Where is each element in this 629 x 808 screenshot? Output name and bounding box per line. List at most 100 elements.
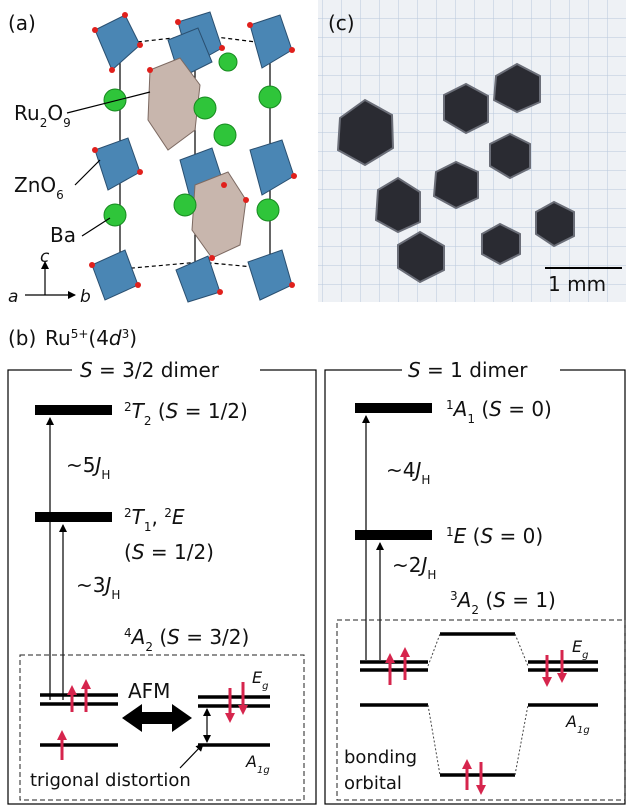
left-box-line xyxy=(180,744,203,768)
crystal-structure-g-circle xyxy=(219,53,237,71)
text-part: = 1/2) xyxy=(178,399,247,423)
text-part: = 1 dimer xyxy=(421,358,529,382)
text-part: E xyxy=(172,505,185,529)
gap-label: ~4JH xyxy=(386,458,430,487)
text-part: A xyxy=(130,625,146,649)
text-part: d xyxy=(109,326,122,350)
text-part: 3 xyxy=(450,589,458,603)
level-label: 1A1 (S = 0) xyxy=(446,397,552,426)
orbital-label: Eg xyxy=(252,668,268,692)
annotation: bonding xyxy=(344,747,417,768)
crystal-structure-g-polygon xyxy=(192,172,246,258)
level-label: 1E (S = 0) xyxy=(446,524,543,548)
panel-label: (c) xyxy=(328,11,355,35)
level-label: 4A2 (S = 3/2) xyxy=(124,625,249,654)
label-ru2o9: Ru2O9 xyxy=(14,101,71,130)
crystal-structure-g-circle xyxy=(92,147,98,153)
crystal-structure-g-circle xyxy=(217,289,223,295)
text-part: ( xyxy=(124,540,132,564)
crystal-structure-g-circle xyxy=(289,47,295,53)
text-part: ~3 xyxy=(76,573,105,597)
text-part: Ru xyxy=(14,101,40,125)
text-part: A xyxy=(565,712,577,731)
crystal-structure-g-circle xyxy=(109,67,115,73)
text-part: S xyxy=(489,397,502,421)
text-part: S xyxy=(80,358,93,382)
crystal-structure-g-circle xyxy=(209,255,215,261)
crystal-structure-g-circle xyxy=(289,282,295,288)
text-part: H xyxy=(101,468,110,482)
text-part: S xyxy=(167,625,180,649)
text-part: A xyxy=(456,588,472,612)
left-box-rect xyxy=(8,370,316,804)
text-part: 1 xyxy=(144,520,152,534)
right-box xyxy=(325,358,625,804)
scale-bar-label: 1 mm xyxy=(548,272,606,296)
crystal-structure-g-line xyxy=(82,218,110,236)
crystal-structure-g-circle xyxy=(174,194,196,216)
crystal-structure-g-line xyxy=(75,160,100,185)
level-label: 2T2 (S = 1/2) xyxy=(124,399,248,428)
orbital-label: A1g xyxy=(245,752,270,776)
gap-label: ~2JH xyxy=(392,553,436,582)
text-part: ( xyxy=(466,524,480,548)
crystal-structure-g-circle xyxy=(257,199,279,221)
label-zno6: ZnO6 xyxy=(14,173,64,202)
crystal-structure-g-circle xyxy=(194,97,216,119)
box-title: S = 3/2 dimer xyxy=(80,358,220,382)
text-part: 3 xyxy=(122,327,130,341)
crystal-structure-g-circle xyxy=(214,124,236,146)
text-part: H xyxy=(427,568,436,582)
crystal-structure-g xyxy=(92,12,294,302)
text-part: 2 xyxy=(124,506,132,520)
text-part: = 0) xyxy=(493,524,543,548)
text-part: 1g xyxy=(257,765,270,776)
crystal-structure-g-polygon xyxy=(95,15,140,70)
text-part: ZnO xyxy=(14,173,56,197)
panel-label: (b) xyxy=(8,326,36,350)
text-part: H xyxy=(111,588,120,602)
text-part: 1 xyxy=(446,525,454,539)
left-box-polygon xyxy=(122,704,192,732)
right-box-line xyxy=(515,705,528,775)
crystal-structure-g-circle xyxy=(92,27,98,33)
afm-label: AFM xyxy=(128,679,170,703)
orbital-label: A1g xyxy=(565,712,590,736)
text-part: S xyxy=(166,399,179,423)
text-part: = 3/2) xyxy=(180,625,249,649)
axis-label: c xyxy=(40,247,50,267)
text-part: S xyxy=(132,540,145,564)
crystal-structure-g-circle xyxy=(104,89,126,111)
photo xyxy=(318,0,626,302)
label-ba: Ba xyxy=(50,223,76,247)
crystal-structure-g-circle xyxy=(89,262,95,268)
right-box-line xyxy=(428,705,440,775)
body: (a) Ru2O9 ZnO6 Ba c a b (c) 1 mm (b) Ru5… xyxy=(0,0,629,808)
axis-label: a xyxy=(8,287,18,307)
text-part: ~4 xyxy=(386,458,415,482)
text-part: = 1) xyxy=(506,588,556,612)
text-part: 4 xyxy=(124,626,132,640)
gap-label: ~3JH xyxy=(76,573,120,602)
text-part: 2 xyxy=(124,400,132,414)
text-part: 2 xyxy=(164,506,172,520)
page: Figure { "panel_a": {"label": "(a)", "ru… xyxy=(0,0,629,808)
text-part: 2 xyxy=(144,414,152,428)
crystal-structure-g-circle xyxy=(137,169,143,175)
text-part: 2 xyxy=(471,603,479,617)
text-part: A xyxy=(452,397,468,421)
text-part: ( xyxy=(475,397,489,421)
text-part: ~5 xyxy=(66,453,95,477)
crystal-structure-g-circle xyxy=(135,282,141,288)
crystal-structure xyxy=(25,12,297,302)
axis-label: b xyxy=(80,287,91,307)
text-part: 1 xyxy=(467,412,475,426)
right-box-rect xyxy=(325,370,625,804)
figure: (a) Ru2O9 ZnO6 Ba c a b (c) 1 mm (b) Ru5… xyxy=(0,0,629,808)
gap-label: ~5JH xyxy=(66,453,110,482)
annotation: orbital xyxy=(344,773,402,794)
text-part: S xyxy=(480,524,493,548)
text-part: ( xyxy=(152,399,166,423)
text-part: ( xyxy=(153,625,167,649)
crystal-structure-g-circle xyxy=(259,86,281,108)
